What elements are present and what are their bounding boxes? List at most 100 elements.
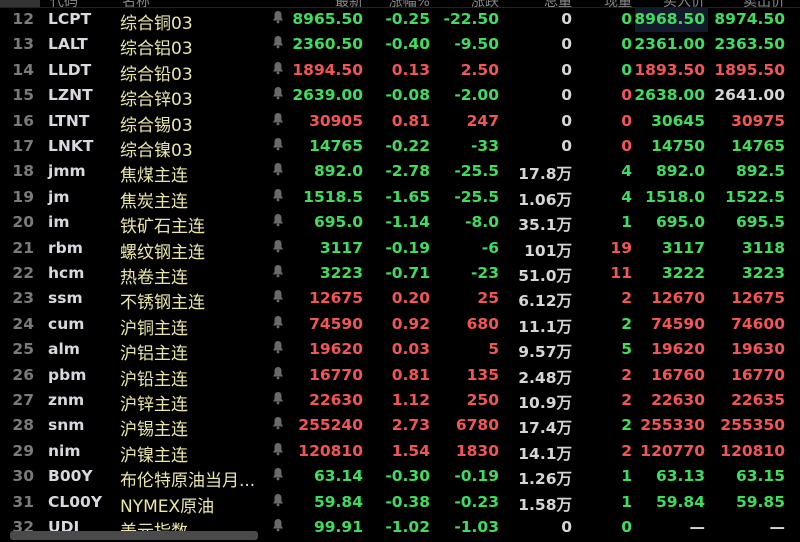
symbol-code: alm <box>48 340 80 359</box>
volume: 1.58万 <box>518 495 572 514</box>
table-row[interactable]: 17 LNKT 综合镍03 14765 -0.22 -33 0 0 14750 14765 <box>0 134 800 161</box>
bell-icon[interactable] <box>272 86 284 104</box>
table-row[interactable]: 28 snm 沪锡主连 255240 2.73 6780 17.4万 2 255330 25… <box>0 413 800 440</box>
header-bid[interactable]: 买入价 <box>663 0 705 10</box>
ask-price: 255350 <box>720 416 785 435</box>
bid-price: 120770 <box>640 441 705 460</box>
header-change-pct[interactable]: 涨幅% <box>388 0 430 10</box>
bell-icon[interactable] <box>272 366 284 384</box>
symbol-name: 综合铅03 <box>120 64 193 85</box>
symbol-code: jmm <box>48 162 86 181</box>
latest-price: 74590 <box>309 314 363 333</box>
table-row[interactable]: 19 jm 焦炭主连 1518.5 -1.65 -25.5 1.06万 4 1518.0 1… <box>0 185 800 212</box>
change-pct: -0.40 <box>385 35 430 54</box>
change: -2.00 <box>454 86 499 105</box>
header-code[interactable]: 代码 <box>50 0 78 10</box>
row-number: 30 <box>12 467 34 486</box>
change-pct: -0.38 <box>385 492 430 511</box>
symbol-name: 沪铜主连 <box>120 318 188 339</box>
row-number: 16 <box>12 111 34 130</box>
symbol-name: NYMEX原油 <box>120 496 215 517</box>
change: -6 <box>481 238 499 257</box>
bell-icon[interactable] <box>272 315 284 333</box>
change: 25 <box>477 289 499 308</box>
bell-icon[interactable] <box>272 188 284 206</box>
table-row[interactable]: 30 B00Y 布伦特原油当月... 63.14 -0.30 -0.19 1.26万 1… <box>0 464 800 491</box>
change: -22.50 <box>443 10 499 28</box>
change-pct: -0.19 <box>385 238 430 257</box>
change: -25.5 <box>454 187 499 206</box>
header-volume[interactable]: 总量 <box>544 0 572 10</box>
last-volume: 2 <box>621 289 632 308</box>
bell-icon[interactable] <box>272 340 284 358</box>
bell-icon[interactable] <box>272 391 284 409</box>
last-volume: 2 <box>621 365 632 384</box>
horizontal-scrollbar[interactable] <box>10 531 258 540</box>
table-row[interactable]: 27 znm 沪锌主连 22630 1.12 250 10.9万 2 22630 22635 <box>0 388 800 415</box>
table-row[interactable]: 16 LTNT 综合锡03 30905 0.81 247 0 0 30645 30975 <box>0 109 800 136</box>
change-pct: 2.73 <box>391 416 430 435</box>
table-row[interactable]: 20 im 铁矿石主连 695.0 -1.14 -8.0 35.1万 1 695.0 695… <box>0 210 800 237</box>
volume: 35.1万 <box>518 216 572 235</box>
bell-icon[interactable] <box>272 35 284 53</box>
header-first-cell[interactable] <box>0 0 40 7</box>
bell-icon[interactable] <box>272 239 284 257</box>
table-row[interactable]: 18 jmm 焦煤主连 892.0 -2.78 -25.5 17.8万 4 892.0 89… <box>0 159 800 186</box>
symbol-name: 螺纹钢主连 <box>120 242 205 263</box>
table-row[interactable]: 23 ssm 不锈钢主连 12675 0.20 25 6.12万 2 12670 12675 <box>0 286 800 313</box>
bell-icon[interactable] <box>272 137 284 155</box>
symbol-code: B00Y <box>48 467 93 486</box>
bell-icon[interactable] <box>272 518 284 536</box>
bell-icon[interactable] <box>272 493 284 511</box>
header-ask[interactable]: 卖出价 <box>743 0 785 10</box>
symbol-name: 综合镍03 <box>120 141 193 161</box>
table-row[interactable]: 15 LZNT 综合锌03 2639.00 -0.08 -2.00 0 0 2638.00… <box>0 83 800 110</box>
symbol-name: 沪锌主连 <box>120 395 188 415</box>
table-row[interactable]: 29 nim 沪镍主连 120810 1.54 1830 14.1万 2 120770 12… <box>0 439 800 466</box>
bid-price: 1518.0 <box>645 187 705 206</box>
bell-icon[interactable] <box>272 264 284 282</box>
bell-icon[interactable] <box>272 162 284 180</box>
ask-price: 3118 <box>741 238 785 257</box>
header-last-volume[interactable]: 现量 <box>604 0 632 10</box>
last-volume: 0 <box>621 111 632 130</box>
row-number: 25 <box>12 340 34 359</box>
header-change[interactable]: 涨跌 <box>471 0 499 10</box>
table-row[interactable]: 21 rbm 螺纹钢主连 3117 -0.19 -6 101万 19 3117 3118 <box>0 236 800 263</box>
bell-icon[interactable] <box>272 442 284 460</box>
symbol-name: 沪镍主连 <box>120 445 188 466</box>
bid-price: — <box>689 518 706 536</box>
bell-icon[interactable] <box>272 112 284 130</box>
header-latest[interactable]: 最新 <box>335 0 363 10</box>
table-row[interactable]: 12 LCPT 综合铜03 8965.50 -0.25 -22.50 0 0 8968.5… <box>0 7 800 34</box>
table-row[interactable]: 14 LLDT 综合铅03 1894.50 0.13 2.50 0 0 1893.50 18… <box>0 58 800 85</box>
change-pct: 0.20 <box>391 289 430 308</box>
volume: 51.0万 <box>518 267 572 285</box>
bell-icon[interactable] <box>272 213 284 231</box>
header-name[interactable]: 名称 <box>122 0 150 10</box>
bell-icon[interactable] <box>272 10 284 28</box>
change-pct: 0.92 <box>391 314 430 333</box>
table-row[interactable]: 24 cum 沪铜主连 74590 0.92 680 11.1万 2 74590 74600 <box>0 312 800 339</box>
symbol-code: znm <box>48 391 85 409</box>
table-row[interactable]: 25 alm 沪铝主连 19620 0.03 5 9.57万 5 19620 19630 <box>0 337 800 364</box>
bell-icon[interactable] <box>272 416 284 434</box>
bell-icon[interactable] <box>272 61 284 79</box>
table-row[interactable]: 22 hcm 热卷主连 3223 -0.71 -23 51.0万 11 3222 3223 <box>0 261 800 288</box>
bell-icon[interactable] <box>272 289 284 307</box>
change: -1.03 <box>454 518 499 536</box>
bid-price: 255330 <box>640 416 705 435</box>
bell-icon[interactable] <box>272 467 284 485</box>
table-row[interactable]: 31 CL00Y NYMEX原油 59.84 -0.38 -0.23 1.58万 1 59… <box>0 490 800 517</box>
table-row[interactable]: 26 pbm 沪铅主连 16770 0.81 135 2.48万 2 16760 16770 <box>0 363 800 390</box>
change: -0.19 <box>454 467 499 486</box>
last-volume: 2 <box>621 314 632 333</box>
latest-price: 2360.50 <box>292 35 363 54</box>
change-pct: -0.30 <box>385 467 430 486</box>
bid-price: 59.84 <box>655 492 705 511</box>
table-row[interactable]: 13 LALT 综合铝03 2360.50 -0.40 -9.50 0 0 2361.00… <box>0 32 800 59</box>
last-volume: 11 <box>610 264 632 282</box>
header-divider <box>0 7 800 8</box>
last-volume: 5 <box>621 340 632 359</box>
bid-price: 12670 <box>651 289 705 308</box>
